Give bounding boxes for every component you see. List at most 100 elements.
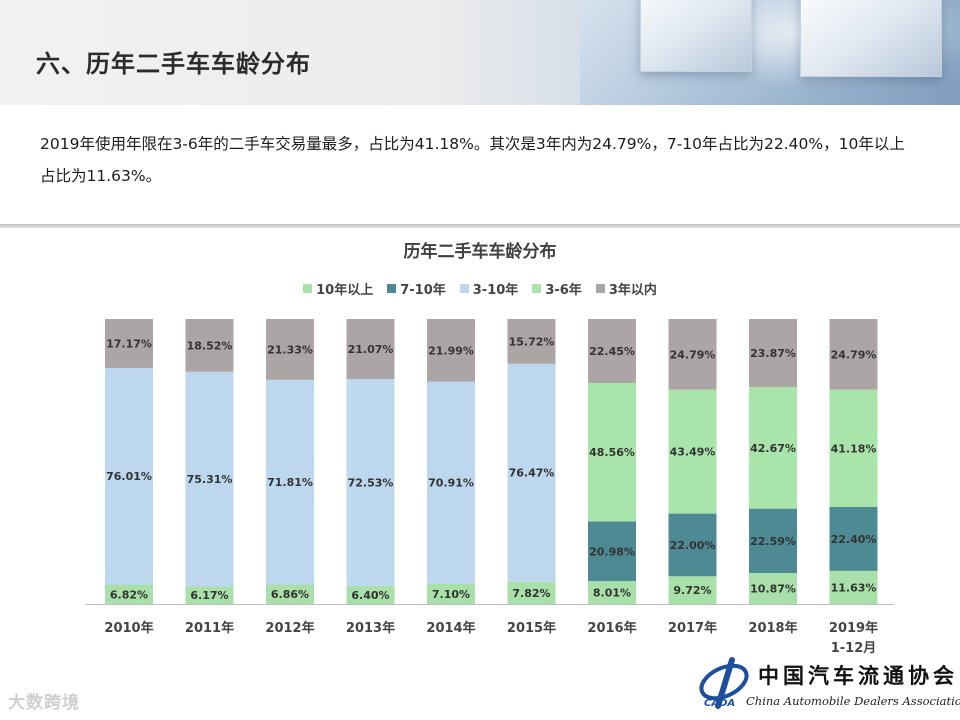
bar-segment [588, 521, 636, 582]
data-label: 48.56% [589, 446, 635, 459]
data-label: 76.47% [509, 467, 555, 480]
data-label: 8.01% [593, 587, 631, 600]
x-tick-label: 2013年 [346, 620, 395, 636]
bar-segment [507, 581, 556, 604]
logo-en-name: China Automobile Dealers Association [746, 694, 960, 708]
legend-swatch [595, 284, 605, 293]
data-label: 15.72% [509, 335, 555, 348]
x-tick-label: 1-12月 [831, 641, 877, 656]
x-tick-label: 2019年 [829, 620, 878, 636]
bar-segment [668, 319, 717, 390]
data-label: 22.40% [831, 533, 877, 546]
x-tick-label: 2018年 [748, 620, 797, 636]
header-banner [0, 0, 960, 105]
bar-segment [749, 508, 797, 574]
cada-emblem-icon [699, 657, 749, 709]
data-label: 10.87% [750, 583, 796, 596]
legend-item: 7-10年 [387, 279, 446, 298]
data-label: 76.01% [106, 470, 152, 483]
data-label: 21.33% [267, 343, 313, 356]
data-label: 7.82% [512, 587, 550, 600]
chart-title: 历年二手车车龄分布 [403, 242, 557, 262]
bar-segment [266, 584, 314, 604]
data-label: 72.53% [348, 476, 394, 489]
data-label: 17.17% [106, 337, 152, 350]
legend-label: 7-10年 [400, 283, 446, 298]
bar-segment [427, 319, 475, 382]
data-label: 11.63% [831, 581, 877, 594]
bar-segment [829, 570, 878, 604]
chart-legend: 10年以上 7-10年 3-10年 3-6年 3年以内 [0, 279, 960, 298]
bar-segment [668, 389, 717, 514]
data-label: 42.67% [750, 442, 796, 455]
bar-segment [749, 319, 797, 388]
bar-segment [427, 583, 475, 604]
data-label: 22.45% [589, 345, 635, 358]
legend-swatch [303, 284, 313, 293]
data-label: 9.72% [673, 584, 711, 597]
legend-label: 3-6年 [545, 283, 582, 298]
bar-segment [427, 381, 475, 584]
bar-segment [185, 319, 234, 372]
data-label: 18.52% [187, 339, 233, 352]
bar-segment [507, 363, 556, 582]
x-tick-label: 2014年 [426, 620, 475, 636]
bar-segment [588, 581, 636, 604]
bar-segment [668, 576, 717, 604]
bar-segment [346, 585, 395, 604]
logo-cn-name: 中国汽车流通协会 [758, 663, 958, 688]
bar-segment [266, 319, 314, 380]
bar-segment [507, 318, 556, 364]
data-label: 22.59% [750, 535, 796, 548]
bar-segment [266, 379, 314, 585]
bar-segment [105, 319, 153, 368]
data-label: 24.79% [831, 348, 877, 361]
decor-cube [800, 0, 942, 77]
bar-segment [588, 319, 636, 383]
page-title: 六、历年二手车车龄分布 [36, 50, 311, 78]
data-label: 71.81% [267, 476, 313, 489]
bar-segment [749, 387, 797, 509]
bar-segment [588, 382, 636, 522]
data-label: 7.10% [432, 588, 470, 601]
bar-segment [749, 573, 797, 604]
cada-logo: CADA 中国汽车流通协会 China Automobile Dealers A… [694, 654, 960, 720]
logo-abbr: CADA [704, 698, 736, 709]
data-label: 24.79% [670, 348, 716, 361]
watermark: 大数跨境 [8, 693, 80, 713]
legend-item: 3-6年 [532, 279, 582, 298]
legend-swatch [387, 284, 397, 293]
data-label: 43.49% [670, 446, 716, 459]
x-tick-label: 2010年 [104, 620, 153, 636]
data-label: 21.99% [428, 344, 474, 357]
bar-segment [346, 379, 395, 586]
data-label: 6.40% [351, 589, 389, 602]
x-tick-label: 2015年 [507, 620, 556, 636]
divider [0, 224, 960, 228]
bar-segment [346, 319, 395, 380]
bar-segment [829, 319, 878, 390]
bar-segment [829, 507, 878, 571]
bar-segment [105, 584, 153, 604]
legend-label: 10年以上 [316, 283, 374, 298]
legend-label: 3-10年 [472, 283, 519, 298]
data-label: 20.98% [589, 545, 635, 558]
data-label: 6.82% [110, 588, 148, 601]
x-tick-label: 2011年 [185, 620, 234, 636]
data-label: 6.17% [190, 589, 228, 602]
data-label: 6.86% [271, 588, 309, 601]
bar-segment [105, 367, 153, 585]
data-label: 23.87% [750, 347, 796, 360]
data-label: 70.91% [428, 477, 474, 490]
legend-swatch [459, 284, 469, 293]
bar-segment [185, 371, 234, 587]
bar-segment [829, 389, 878, 508]
legend-item: 3-10年 [459, 279, 519, 298]
decor-cube [640, 0, 752, 72]
data-label: 41.18% [831, 442, 877, 455]
data-label: 21.07% [348, 343, 394, 356]
data-label: 75.31% [187, 473, 233, 486]
x-tick-label: 2012年 [265, 620, 314, 636]
data-label: 22.00% [670, 539, 716, 552]
